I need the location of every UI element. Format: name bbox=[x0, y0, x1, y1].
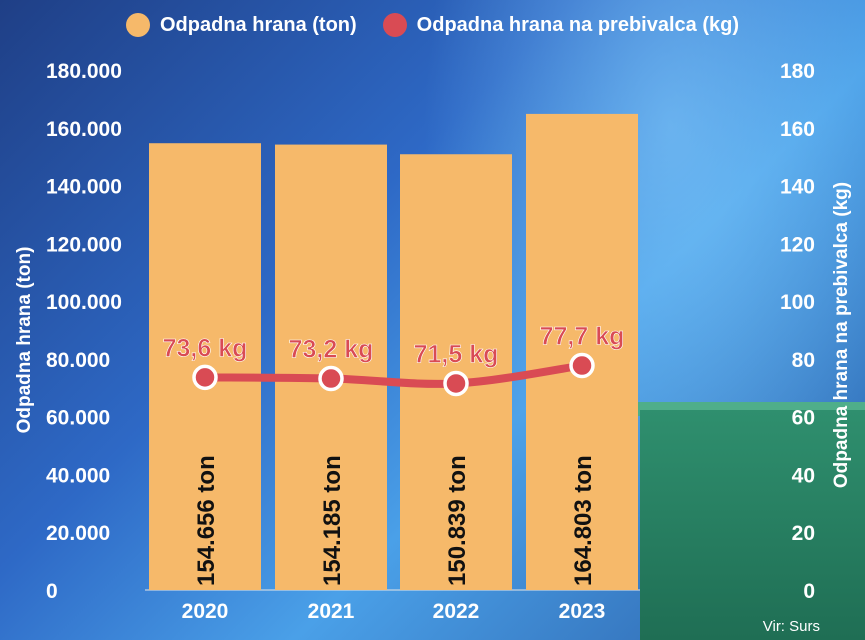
y-right-tick-label: 80 bbox=[792, 349, 815, 372]
line-point bbox=[318, 365, 344, 392]
legend: Odpadna hrana (ton) Odpadna hrana na pre… bbox=[0, 8, 865, 42]
line-data-label: 77,7 kg bbox=[540, 323, 625, 351]
bar-data-label: 150.839 ton bbox=[444, 455, 471, 586]
y-left-tick-label: 160.000 bbox=[46, 118, 122, 141]
y-left-tick-label: 0 bbox=[46, 580, 58, 603]
y-right-tick-label: 160 bbox=[780, 118, 815, 141]
y-right-tick-label: 40 bbox=[792, 464, 815, 487]
y-left-tick-label: 180.000 bbox=[46, 60, 122, 83]
x-tick-label: 2023 bbox=[559, 600, 606, 623]
y-right-tick-label: 0 bbox=[803, 580, 815, 603]
line-point bbox=[569, 352, 595, 379]
compost-bin-decoration bbox=[640, 410, 865, 640]
y-left-tick-label: 140.000 bbox=[46, 176, 122, 199]
bar-data-label: 154.185 ton bbox=[319, 455, 346, 586]
line-point bbox=[192, 364, 218, 391]
line-data-label: 73,6 kg bbox=[163, 334, 248, 362]
source-note: Vir: Surs bbox=[762, 618, 820, 635]
legend-swatch-tons bbox=[126, 13, 150, 37]
y-right-tick-label: 140 bbox=[780, 176, 815, 199]
x-tick-label: 2022 bbox=[433, 600, 480, 623]
bar-data-label: 164.803 ton bbox=[570, 455, 597, 586]
line-data-label: 73,2 kg bbox=[289, 336, 374, 364]
x-tick-label: 2020 bbox=[182, 600, 229, 623]
y-left-tick-label: 120.000 bbox=[46, 233, 122, 256]
legend-item-tons: Odpadna hrana (ton) bbox=[126, 13, 357, 37]
line-data-label: 71,5 kg bbox=[414, 340, 499, 368]
y-left-tick-label: 100.000 bbox=[46, 291, 122, 314]
x-tick-label: 2021 bbox=[308, 600, 355, 623]
y-left-tick-label: 80.000 bbox=[46, 349, 110, 372]
line-point bbox=[443, 370, 469, 397]
y-right-tick-label: 120 bbox=[780, 233, 815, 256]
legend-item-per-capita: Odpadna hrana na prebivalca (kg) bbox=[382, 13, 739, 37]
y-left-tick-label: 40.000 bbox=[46, 464, 110, 487]
y-right-tick-label: 60 bbox=[792, 407, 815, 430]
series-line-per-capita bbox=[201, 361, 586, 388]
y-left-tick-label: 60.000 bbox=[46, 407, 110, 430]
bar bbox=[526, 113, 638, 591]
bar-data-label: 154.656 ton bbox=[193, 455, 220, 586]
legend-label-tons: Odpadna hrana (ton) bbox=[160, 13, 357, 36]
y-right-tick-label: 100 bbox=[780, 291, 815, 314]
y-right-axis-title: Odpadna hrana na prebivalca (kg) bbox=[831, 182, 852, 488]
y-left-axis-title: Odpadna hrana (ton) bbox=[14, 247, 35, 434]
y-left-tick-label: 20.000 bbox=[46, 522, 110, 545]
y-right-tick-label: 20 bbox=[792, 522, 815, 545]
legend-swatch-per-capita bbox=[382, 13, 407, 37]
legend-label-per-capita: Odpadna hrana na prebivalca (kg) bbox=[416, 13, 739, 36]
y-right-tick-label: 180 bbox=[780, 60, 815, 83]
